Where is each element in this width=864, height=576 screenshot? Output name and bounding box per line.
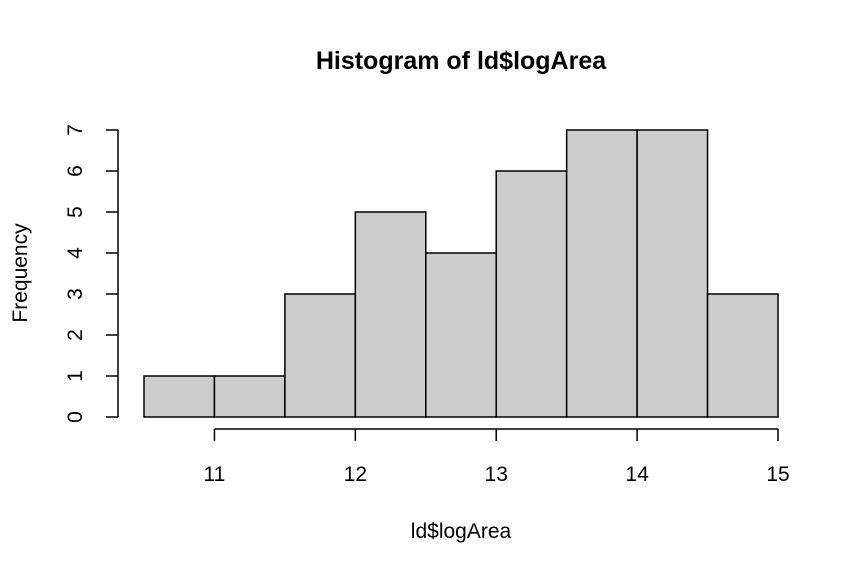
x-tick-label: 13 [485,463,508,486]
x-axis: 11 12 13 14 15 [204,428,790,486]
histogram-bar [143,375,216,418]
y-tick-label: 0 [64,411,87,423]
x-tick-label: 14 [625,463,649,486]
bars-group [143,129,779,418]
x-tick-label: 11 [204,463,226,486]
y-tick-label: 5 [64,206,87,218]
chart-title: Histogram of ld$logArea [316,47,607,75]
x-axis-label: ld$logArea [411,520,512,543]
y-tick-label: 6 [64,165,87,177]
histogram-bar [284,293,357,418]
y-tick-label: 1 [64,370,87,382]
y-tick-label: 4 [64,247,87,259]
x-tick-label: 15 [766,463,789,486]
histogram-bar [425,252,497,418]
x-tick-label: 12 [344,463,367,486]
y-tick-label: 7 [64,124,87,136]
y-tick-label: 3 [64,288,87,300]
histogram-bar [565,129,638,418]
y-axis: 0 1 2 3 4 5 6 7 [64,124,119,423]
histogram-bar [213,375,286,418]
histogram-bar [495,170,568,418]
y-axis-label: Frequency [9,223,32,323]
histogram-bar [354,211,427,418]
histogram-bar [706,293,779,418]
histogram-bar [636,129,709,418]
y-tick-label: 2 [64,329,87,341]
